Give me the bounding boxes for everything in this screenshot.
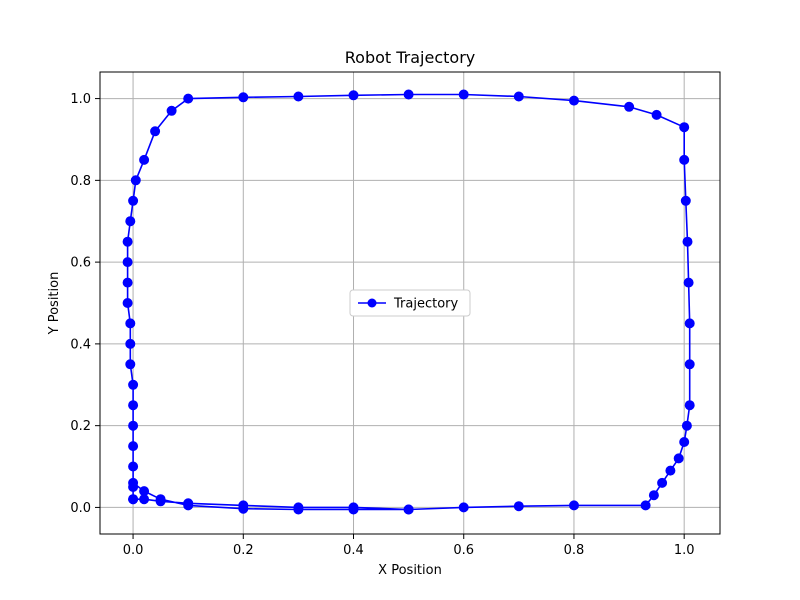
legend: Trajectory: [349, 289, 471, 317]
trajectory-point: [513, 501, 524, 512]
trajectory-point: [125, 338, 136, 349]
y-tick-label: 0.0: [70, 501, 91, 516]
y-tick-label: 0.2: [70, 419, 91, 434]
y-tick-label: 0.8: [70, 174, 91, 189]
trajectory-point: [673, 453, 684, 464]
trajectory-point: [679, 437, 690, 447]
trajectory-point: [125, 359, 136, 370]
x-tick-label: 0.8: [564, 543, 585, 558]
y-tick-label: 0.4: [70, 337, 91, 352]
trajectory-point: [348, 502, 359, 513]
trajectory-point: [684, 359, 695, 370]
series-layer: [122, 89, 695, 515]
trajectory-point: [624, 101, 635, 112]
trajectory-point: [122, 236, 133, 247]
trajectory-point: [122, 298, 133, 308]
trajectory-point: [680, 195, 691, 206]
x-tick-label: 1.0: [674, 543, 695, 558]
trajectory-point: [125, 318, 136, 329]
trajectory-point: [293, 502, 304, 513]
trajectory-point: [128, 195, 139, 206]
legend-marker-swatch: [367, 298, 377, 308]
x-tick-label: 0.2: [233, 543, 254, 558]
trajectory-point: [684, 400, 695, 411]
trajectory-point: [679, 154, 690, 165]
legend-label: Trajectory: [393, 297, 458, 312]
trajectory-point: [403, 504, 414, 515]
trajectory-point: [238, 92, 249, 103]
y-axis-label: Y Position: [47, 272, 62, 336]
x-tick-label: 0.6: [453, 543, 474, 558]
trajectory-point: [657, 477, 668, 488]
trajectory-point: [150, 126, 161, 137]
trajectory-point: [238, 500, 249, 511]
trajectory-point: [648, 490, 659, 501]
trajectory-point: [155, 496, 166, 507]
trajectory-line: [126, 93, 691, 511]
trajectory-point: [128, 461, 139, 472]
trajectory-point: [679, 122, 690, 133]
legend-box: [349, 289, 471, 317]
y-tick-label: 0.6: [70, 256, 91, 271]
trajectory-point: [128, 494, 139, 505]
trajectory-point: [122, 257, 133, 268]
trajectory-point: [458, 502, 469, 513]
trajectory-point: [293, 91, 304, 102]
trajectory-point: [348, 90, 359, 101]
trajectory-point: [684, 318, 695, 329]
trajectory-point: [513, 91, 524, 102]
trajectory-point: [125, 216, 136, 227]
trajectory-point: [128, 441, 139, 452]
x-axis-label: X Position: [378, 563, 442, 578]
trajectory-point: [683, 277, 694, 288]
trajectory-point: [569, 500, 579, 511]
trajectory-point: [130, 175, 141, 186]
tick-layer: 0.0 0.2 0.4 0.6 0.8 1.0 0.0 0.2 0.4 0.6 0.8 1.0: [70, 92, 694, 558]
chart-title: Robot Trajectory: [345, 48, 476, 67]
trajectory-point: [403, 89, 414, 100]
trajectory-point: [139, 154, 150, 165]
trajectory-point: [128, 477, 139, 488]
trajectory-point: [166, 105, 177, 116]
trajectory-point: [183, 498, 194, 509]
trajectory-point: [458, 89, 469, 100]
trajectory-point: [128, 400, 139, 411]
trajectory-point: [183, 93, 194, 104]
trajectory-point: [139, 494, 150, 505]
trajectory-point: [665, 465, 676, 476]
x-tick-label: 0.0: [123, 543, 144, 558]
x-tick-label: 0.4: [343, 543, 364, 558]
trajectory-point: [651, 109, 662, 120]
axes-frame: [99, 71, 721, 535]
trajectory-point: [681, 420, 692, 431]
trajectory-point: [682, 236, 693, 247]
trajectory-point: [569, 95, 579, 106]
trajectory-point: [128, 420, 139, 431]
y-tick-label: 1.0: [70, 92, 91, 107]
trajectory-point: [122, 277, 133, 288]
trajectory-point: [128, 379, 139, 390]
trajectory-point: [640, 500, 651, 511]
